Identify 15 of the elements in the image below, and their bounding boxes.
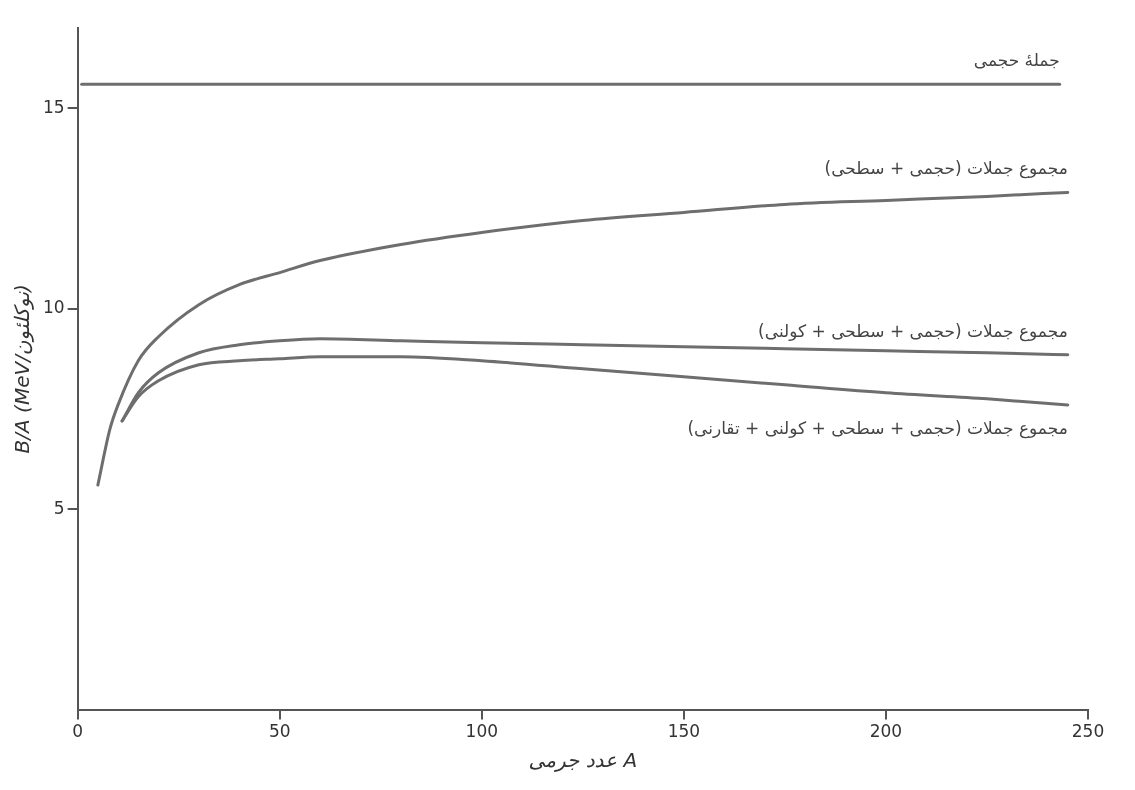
y-tick-label: 15 [42, 96, 65, 117]
x-tick-label: 250 [1071, 721, 1105, 742]
series-label: مجموع جملات (حجمی + سطحی + کولنی) [758, 320, 1068, 342]
x-tick-label: 150 [667, 721, 701, 742]
y-axis-title: B/A (MeV/نوکلئون) [10, 284, 35, 454]
series-label: جملهٔ حجمی [973, 50, 1060, 71]
x-tick-label: 50 [268, 721, 291, 742]
y-tick-label: 10 [42, 297, 65, 318]
series-label: مجموع جملات (حجمی + سطحی) [824, 158, 1068, 180]
x-tick-label: 200 [869, 721, 903, 742]
x-axis-title: عدد جرمی A [528, 748, 638, 773]
x-tick-label: 100 [465, 721, 499, 742]
y-tick-label: 5 [53, 497, 65, 518]
series-label: مجموع جملات (حجمی + سطحی + کولنی + تقارنی) [687, 417, 1068, 439]
x-tick-label: 0 [72, 721, 84, 742]
